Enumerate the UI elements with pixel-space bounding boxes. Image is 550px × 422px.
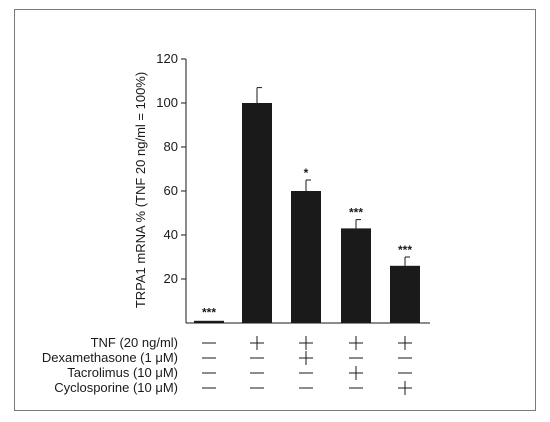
bar: [291, 191, 321, 323]
y-tick-label: 80: [164, 139, 178, 154]
condition-label: Tacrolimus (10 μM): [67, 365, 178, 380]
y-tick-label: 120: [156, 51, 178, 66]
bar: [242, 103, 272, 323]
significance-label: ***: [202, 306, 216, 320]
significance-label: *: [304, 166, 309, 180]
y-tick-label: 40: [164, 227, 178, 242]
y-tick-label: 100: [156, 95, 178, 110]
significance-label: ***: [349, 206, 363, 220]
condition-label: TNF (20 ng/ml): [91, 335, 178, 350]
bar: [194, 320, 224, 323]
bar: [341, 228, 371, 323]
bars: [194, 103, 420, 323]
error-bars: [256, 87, 410, 266]
condition-label: Dexamethasone (1 μM): [42, 350, 178, 365]
significance-label: ***: [398, 243, 412, 257]
figure-frame: [14, 9, 536, 411]
condition-label: Cyclosporine (10 μM): [54, 380, 178, 395]
bar: [390, 265, 420, 323]
y-axis-title: TRPA1 mRNA % (TNF 20 ng/ml = 100%): [133, 72, 148, 308]
y-tick-label: 20: [164, 271, 178, 286]
condition-table: TNF (20 ng/ml)Dexamethasone (1 μM)Tacrol…: [42, 335, 412, 395]
y-tick-label: 60: [164, 183, 178, 198]
significance-labels: **********: [202, 166, 412, 320]
